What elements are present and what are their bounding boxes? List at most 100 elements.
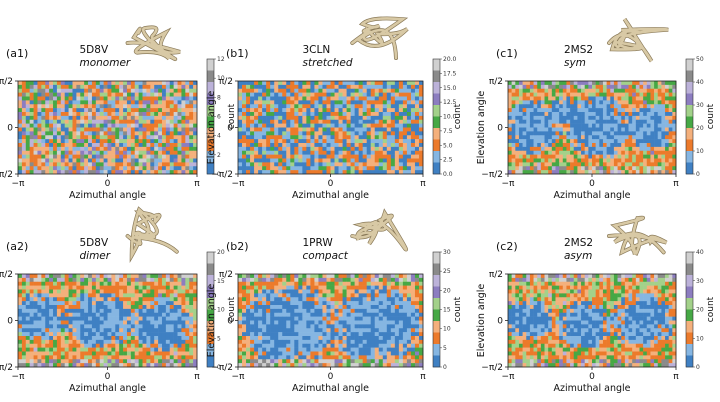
heatmap-cell xyxy=(602,92,607,97)
heatmap-cell xyxy=(49,123,54,128)
heatmap-cell xyxy=(555,158,560,163)
heatmap-cell xyxy=(64,274,69,279)
heatmap-cell xyxy=(150,289,155,294)
heatmap-cell xyxy=(562,96,567,101)
heatmap-cell xyxy=(173,332,178,337)
heatmap-cell xyxy=(330,88,335,93)
heatmap-cell xyxy=(566,88,571,93)
heatmap-cell xyxy=(193,119,198,124)
heatmap-cell xyxy=(177,154,182,159)
heatmap-cell xyxy=(246,135,251,140)
heatmap-cell xyxy=(613,127,618,132)
heatmap-cell xyxy=(599,150,604,155)
heatmap-cell xyxy=(378,139,384,144)
heatmap-cell xyxy=(60,328,65,333)
heatmap-cell xyxy=(72,339,77,345)
heatmap-cell xyxy=(60,127,65,132)
heatmap-cell xyxy=(330,135,335,140)
heatmap-cell xyxy=(115,308,120,314)
heatmap-cell xyxy=(406,96,412,101)
heatmap-cell xyxy=(193,316,198,321)
heatmap-cell xyxy=(584,92,589,97)
heatmap-cell xyxy=(119,305,124,310)
heatmap-cell xyxy=(119,131,124,136)
heatmap-cell xyxy=(21,131,27,136)
heatmap-cell xyxy=(138,339,143,345)
heatmap-cell xyxy=(41,301,46,306)
heatmap-cell xyxy=(258,150,263,155)
heatmap-cell xyxy=(185,84,190,90)
heatmap-cell xyxy=(654,127,659,132)
heatmap-cell xyxy=(290,281,295,286)
heatmap-cell xyxy=(115,162,120,167)
heatmap-cell xyxy=(169,363,174,368)
heatmap-cell xyxy=(123,154,128,159)
heatmap-cell xyxy=(314,158,319,163)
heatmap-cell xyxy=(119,119,124,124)
heatmap-cell xyxy=(624,127,629,132)
heatmap-cell xyxy=(511,166,516,171)
heatmap-cell xyxy=(53,274,58,279)
heatmap-cell xyxy=(49,297,54,302)
heatmap-cell xyxy=(282,277,287,283)
heatmap-cell xyxy=(322,119,327,124)
heatmap-cell xyxy=(390,119,396,124)
heatmap-cell xyxy=(661,127,666,132)
heatmap-cell xyxy=(189,119,194,124)
heatmap-cell xyxy=(126,301,132,306)
heatmap xyxy=(508,81,677,175)
heatmap-cell xyxy=(41,351,46,356)
heatmap-cell xyxy=(165,301,171,306)
heatmap-cell xyxy=(270,119,275,124)
heatmap-cell xyxy=(68,158,73,163)
heatmap-cell xyxy=(643,170,648,175)
heatmap-cell xyxy=(154,112,159,117)
heatmap-cell xyxy=(346,88,351,93)
heatmap-cell xyxy=(68,84,73,90)
heatmap-cell xyxy=(595,92,600,97)
heatmap-cell xyxy=(84,158,89,163)
heatmap-cell xyxy=(173,115,178,121)
heatmap-cell xyxy=(158,127,163,132)
heatmap-cell xyxy=(189,127,194,132)
heatmap-cell xyxy=(566,150,571,155)
heatmap-cell xyxy=(33,146,38,152)
heatmap-cell xyxy=(559,81,564,86)
heatmap-cell xyxy=(242,274,247,279)
heatmap-cell xyxy=(338,131,343,136)
y-tick-label: 0 xyxy=(227,124,233,134)
heatmap-cell xyxy=(177,158,182,163)
heatmap-cell xyxy=(49,166,54,171)
heatmap-cell xyxy=(250,285,255,290)
heatmap-cell xyxy=(402,289,408,294)
heatmap-cell xyxy=(370,143,376,148)
heatmap-cell xyxy=(414,92,420,97)
heatmap-cell xyxy=(53,320,58,325)
heatmap-cell xyxy=(628,100,633,105)
heatmap-cell xyxy=(270,135,275,140)
heatmap-cell xyxy=(632,88,637,93)
heatmap-cell xyxy=(49,312,54,317)
heatmap-cell xyxy=(650,170,655,175)
heatmap-cell xyxy=(60,143,65,148)
heatmap-cell xyxy=(84,150,89,155)
heatmap-cell xyxy=(185,316,190,321)
heatmap-cell xyxy=(559,139,564,144)
heatmap-cell xyxy=(95,293,101,298)
heatmap-cell xyxy=(570,108,575,113)
heatmap-cell xyxy=(158,328,163,333)
colorbar-tick-label: 40 xyxy=(696,79,704,86)
heatmap-cell xyxy=(72,150,77,155)
heatmap-cell xyxy=(165,115,171,121)
heatmap-cell xyxy=(119,108,124,113)
heatmap-cell xyxy=(382,131,388,136)
heatmap-cell xyxy=(290,289,295,294)
heatmap-cell xyxy=(562,135,567,140)
heatmap-cell xyxy=(146,158,151,163)
heatmap-cell xyxy=(386,143,392,148)
heatmap-cell xyxy=(613,154,618,159)
heatmap-cell xyxy=(165,150,171,155)
heatmap-cell xyxy=(573,135,578,140)
heatmap-cell xyxy=(111,166,116,171)
heatmap-cell xyxy=(672,123,677,128)
